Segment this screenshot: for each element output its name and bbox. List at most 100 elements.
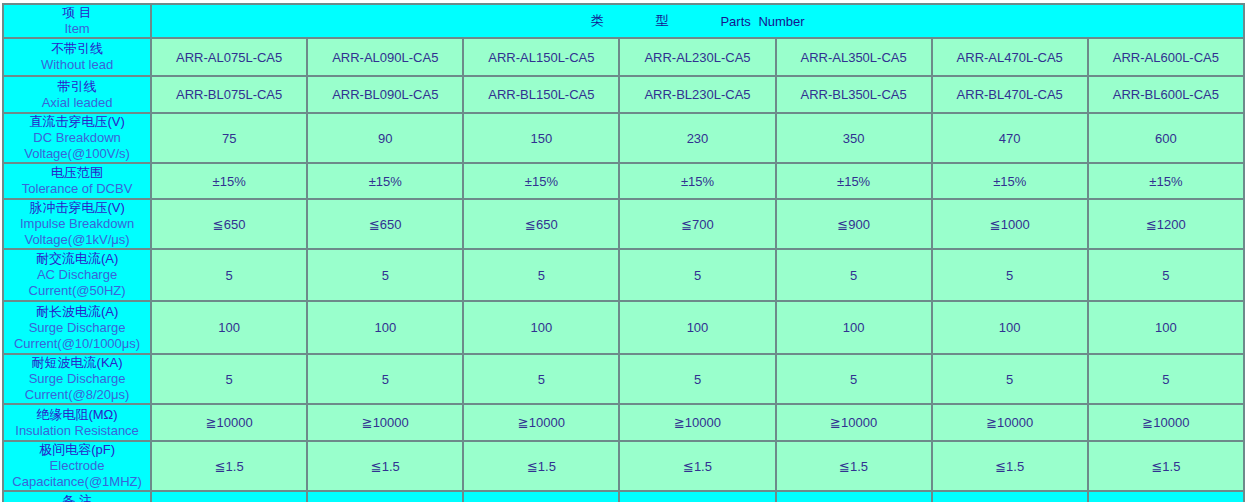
value-cell: ±15% bbox=[1088, 163, 1244, 199]
value-cell: ARR-BL090L-CA5 bbox=[307, 76, 463, 113]
row-label-en: Impulse Breakdown bbox=[4, 216, 150, 232]
row-label-en: Surge Discharge bbox=[4, 320, 150, 336]
row-label-cn: 不带引线 bbox=[4, 41, 150, 57]
row-header-insulation-resistance: 绝缘电阻(MΩ) Insulation Resistance bbox=[3, 404, 151, 441]
row-label-en: Voltage(@1kV/μs) bbox=[4, 232, 150, 248]
row-label-en: Surge Discharge bbox=[4, 371, 150, 387]
row-label-cn: 脉冲击穿电压(V) bbox=[4, 200, 150, 216]
value-cell: 100 bbox=[307, 301, 463, 354]
note-cell bbox=[776, 491, 932, 502]
value-cell: 5 bbox=[932, 354, 1088, 404]
value-cell: 90 bbox=[307, 113, 463, 163]
row-label-en: Electrode bbox=[4, 458, 150, 474]
row-header-ac-discharge-current: 耐交流电流(A) AC Discharge Current(@50HZ) bbox=[3, 249, 151, 301]
value-cell: 100 bbox=[932, 301, 1088, 354]
table-row-surge-discharge-current-short-wave: 耐短波电流(KA) Surge Discharge Current(@8/20μ… bbox=[3, 354, 1244, 404]
row-header-electrode-capacitance: 极间电容(pF) Electrode Capacitance(@1MHZ) bbox=[3, 441, 151, 491]
value-cell: ≦1.5 bbox=[932, 441, 1088, 491]
row-label-cn: 备 注 bbox=[4, 493, 150, 502]
value-cell: ≦1.5 bbox=[776, 441, 932, 491]
value-cell: 5 bbox=[932, 249, 1088, 301]
value-cell: 150 bbox=[463, 113, 619, 163]
type-label-cn-1: 类 bbox=[590, 12, 603, 30]
value-cell: ARR-AL230L-CA5 bbox=[619, 38, 775, 76]
note-cell bbox=[1088, 491, 1244, 502]
value-cell: ≧10000 bbox=[1088, 404, 1244, 441]
table-row-without-lead: 不带引线 Without lead ARR-AL075L-CA5 ARR-AL0… bbox=[3, 38, 1244, 76]
value-cell: ARR-BL075L-CA5 bbox=[151, 76, 307, 113]
item-label-en: Item bbox=[4, 21, 150, 37]
value-cell: ≧10000 bbox=[619, 404, 775, 441]
value-cell: ≦900 bbox=[776, 199, 932, 249]
row-header-dc-breakdown-voltage: 直流击穿电压(V) DC Breakdown Voltage(@100V/s) bbox=[3, 113, 151, 163]
value-cell: 5 bbox=[1088, 249, 1244, 301]
value-cell: 470 bbox=[932, 113, 1088, 163]
row-label-en: Axial leaded bbox=[4, 95, 150, 111]
row-label-en: AC Discharge bbox=[4, 267, 150, 283]
value-cell: ARR-AL075L-CA5 bbox=[151, 38, 307, 76]
value-cell: 5 bbox=[1088, 354, 1244, 404]
type-label-cn-2: 型 bbox=[655, 12, 668, 30]
value-cell: 350 bbox=[776, 113, 932, 163]
row-label-cn: 电压范围 bbox=[4, 165, 150, 181]
note-cell bbox=[463, 491, 619, 502]
value-cell: 5 bbox=[307, 249, 463, 301]
row-label-en: Current(@50HZ) bbox=[4, 283, 150, 299]
value-cell: ARR-AL600L-CA5 bbox=[1088, 38, 1244, 76]
value-cell: ≦1000 bbox=[932, 199, 1088, 249]
item-label-cn: 项 目 bbox=[4, 5, 150, 21]
value-cell: 230 bbox=[619, 113, 775, 163]
parts-number-label: Parts Number bbox=[720, 14, 804, 29]
datasheet-page: 项 目 Item 类 型 Parts Number 不带引线 Without l… bbox=[0, 0, 1248, 502]
value-cell: ARR-BL350L-CA5 bbox=[776, 76, 932, 113]
table-row-note: 备 注 Note bbox=[3, 491, 1244, 502]
value-cell: ≦1.5 bbox=[619, 441, 775, 491]
row-label-cn: 耐短波电流(KA) bbox=[4, 355, 150, 371]
value-cell: ARR-BL470L-CA5 bbox=[932, 76, 1088, 113]
value-cell: ≦1.5 bbox=[463, 441, 619, 491]
value-cell: ARR-AL150L-CA5 bbox=[463, 38, 619, 76]
value-cell: ARR-AL090L-CA5 bbox=[307, 38, 463, 76]
row-label-cn: 直流击穿电压(V) bbox=[4, 114, 150, 130]
note-cell bbox=[932, 491, 1088, 502]
value-cell: ARR-BL600L-CA5 bbox=[1088, 76, 1244, 113]
value-cell: ≦700 bbox=[619, 199, 775, 249]
value-cell: ±15% bbox=[307, 163, 463, 199]
table-row-insulation-resistance: 绝缘电阻(MΩ) Insulation Resistance ≧10000 ≧1… bbox=[3, 404, 1244, 441]
row-label-cn: 绝缘电阻(MΩ) bbox=[4, 407, 150, 423]
value-cell: 5 bbox=[619, 354, 775, 404]
table-header-row: 项 目 Item 类 型 Parts Number bbox=[3, 4, 1244, 38]
row-label-en: Current(@10/1000μs) bbox=[4, 336, 150, 352]
row-label-cn: 耐交流电流(A) bbox=[4, 251, 150, 267]
table-row-impulse-breakdown-voltage: 脉冲击穿电压(V) Impulse Breakdown Voltage(@1kV… bbox=[3, 199, 1244, 249]
value-cell: 5 bbox=[776, 249, 932, 301]
row-header-impulse-breakdown-voltage: 脉冲击穿电压(V) Impulse Breakdown Voltage(@1kV… bbox=[3, 199, 151, 249]
row-header-tolerance-of-dcbv: 电压范围 Tolerance of DCBV bbox=[3, 163, 151, 199]
value-cell: ±15% bbox=[619, 163, 775, 199]
table-row-surge-discharge-current-long-wave: 耐长波电流(A) Surge Discharge Current(@10/100… bbox=[3, 301, 1244, 354]
note-cell bbox=[151, 491, 307, 502]
value-cell: ARR-BL230L-CA5 bbox=[619, 76, 775, 113]
row-header-axial-leaded: 带引线 Axial leaded bbox=[3, 76, 151, 113]
row-label-en: Without lead bbox=[4, 57, 150, 73]
value-cell: ±15% bbox=[776, 163, 932, 199]
value-cell: 600 bbox=[1088, 113, 1244, 163]
table-row-dc-breakdown-voltage: 直流击穿电压(V) DC Breakdown Voltage(@100V/s) … bbox=[3, 113, 1244, 163]
row-label-cn: 极间电容(pF) bbox=[4, 442, 150, 458]
row-label-en: Current(@8/20μs) bbox=[4, 387, 150, 403]
row-header-surge-discharge-current-long-wave: 耐长波电流(A) Surge Discharge Current(@10/100… bbox=[3, 301, 151, 354]
value-cell: 100 bbox=[1088, 301, 1244, 354]
note-cell bbox=[307, 491, 463, 502]
value-cell: ≧10000 bbox=[307, 404, 463, 441]
parts-number-header: 类 型 Parts Number bbox=[152, 12, 1243, 30]
value-cell: ≦1.5 bbox=[151, 441, 307, 491]
row-header-without-lead: 不带引线 Without lead bbox=[3, 38, 151, 76]
row-label-en: DC Breakdown bbox=[4, 130, 150, 146]
value-cell: 5 bbox=[619, 249, 775, 301]
value-cell: 100 bbox=[463, 301, 619, 354]
parts-number-header-cell: 类 型 Parts Number bbox=[151, 4, 1244, 38]
value-cell: 5 bbox=[776, 354, 932, 404]
value-cell: 75 bbox=[151, 113, 307, 163]
value-cell: ≧10000 bbox=[776, 404, 932, 441]
value-cell: ≦650 bbox=[151, 199, 307, 249]
